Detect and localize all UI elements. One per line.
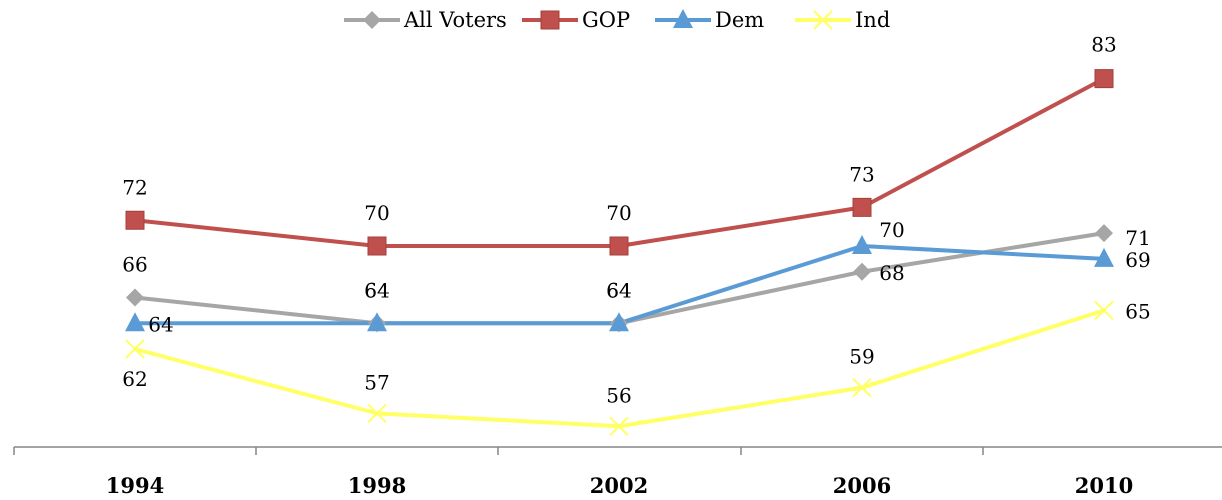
- data-point-dem-2006: [852, 235, 872, 254]
- data-point-dem-1998: [367, 312, 387, 332]
- data-point-gop-1994: [125, 210, 145, 230]
- data-point-gop-2002: [609, 236, 629, 256]
- x-tick-label-2006: 2006: [833, 473, 891, 498]
- data-label-dem-2010: 69: [1125, 248, 1150, 272]
- data-point-ind-1994: [125, 339, 145, 359]
- series-markers: [125, 69, 1114, 436]
- legend-item-dem: Dem: [655, 8, 764, 32]
- data-label-all-voters-2002: 64: [606, 278, 631, 302]
- x-tick-label-1998: 1998: [348, 473, 406, 498]
- data-label-gop-1998: 70: [364, 201, 389, 225]
- data-label-dem-2002: 64: [606, 278, 631, 302]
- data-label-ind-2002: 56: [606, 383, 631, 407]
- data-label-dem-1998: 64: [364, 278, 389, 302]
- data-point-gop-2006: [852, 197, 872, 217]
- data-label-ind-1994: 62: [122, 367, 147, 391]
- data-label-gop-2010: 83: [1091, 33, 1116, 57]
- data-point-all-voters-2006: [853, 262, 871, 281]
- data-label-gop-2002: 70: [606, 201, 631, 225]
- data-label-dem-1994: 64: [148, 312, 173, 336]
- legend-label-gop: GOP: [582, 8, 630, 32]
- legend: All Voters GOP Dem Ind: [344, 8, 890, 32]
- data-point-gop-2010: [1094, 69, 1114, 89]
- legend-marker-diamond: [363, 11, 381, 29]
- legend-marker-x: [813, 10, 833, 30]
- data-point-ind-1998: [367, 403, 387, 424]
- data-point-ind-2006: [852, 377, 872, 398]
- data-point-gop-1998: [367, 236, 387, 256]
- legend-label-dem: Dem: [715, 8, 764, 32]
- x-tick-label-2002: 2002: [590, 473, 648, 498]
- legend-item-all-voters: All Voters: [344, 8, 507, 32]
- x-tick-label-1994: 1994: [106, 473, 164, 498]
- data-label-all-voters-1994: 66: [122, 253, 147, 277]
- data-label-ind-2006: 59: [849, 345, 874, 369]
- data-label-gop-1994: 72: [122, 175, 147, 199]
- x-axis: 1994 1998 2002 2006 2010: [13, 446, 1222, 498]
- data-point-dem-2010: [1094, 247, 1114, 267]
- data-point-ind-2002: [609, 416, 629, 436]
- data-label-gop-2006: 73: [849, 162, 874, 186]
- data-point-ind-2010: [1094, 300, 1114, 321]
- data-point-all-voters-2010: [1095, 224, 1113, 243]
- legend-label-all-voters: All Voters: [403, 8, 507, 32]
- data-label-all-voters-1998: 64: [364, 278, 389, 302]
- legend-marker-square: [540, 10, 560, 30]
- data-point-all-voters-1994: [126, 288, 144, 307]
- legend-item-gop: GOP: [522, 8, 630, 32]
- legend-item-ind: Ind: [795, 8, 890, 32]
- data-point-dem-2002: [609, 312, 629, 332]
- data-label-ind-2010: 65: [1125, 299, 1150, 323]
- data-label-all-voters-2006: 68: [879, 261, 904, 285]
- x-tick-label-2010: 2010: [1075, 473, 1133, 498]
- data-label-all-voters-2010: 71: [1125, 226, 1150, 250]
- data-point-dem-1994: [125, 312, 145, 332]
- legend-label-ind: Ind: [855, 8, 890, 32]
- data-label-ind-1998: 57: [364, 370, 389, 394]
- legend-marker-triangle: [673, 9, 693, 28]
- data-label-dem-2006: 70: [879, 218, 904, 242]
